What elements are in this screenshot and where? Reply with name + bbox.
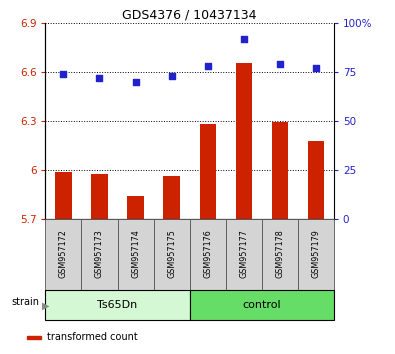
Bar [45,219,81,290]
Text: ▶: ▶ [42,300,50,310]
Bar [190,290,334,320]
Bar [199,124,216,219]
Bar [298,219,334,290]
Text: GSM957179: GSM957179 [311,229,320,278]
Bar [164,176,180,219]
Text: GSM957173: GSM957173 [95,229,104,278]
Point [276,62,283,67]
Bar [128,196,144,219]
Bar [81,219,118,290]
Text: transformed count: transformed count [47,332,137,342]
Point [168,73,175,79]
Point [205,63,211,69]
Text: GSM957172: GSM957172 [59,229,68,278]
Bar [154,219,190,290]
Bar [45,290,190,320]
Point [132,79,139,85]
Bar [91,175,107,219]
Bar [27,336,41,339]
Text: GSM957174: GSM957174 [131,229,140,278]
Title: GDS4376 / 10437134: GDS4376 / 10437134 [122,9,257,22]
Point [60,71,67,77]
Text: GSM957178: GSM957178 [275,229,284,278]
Text: strain: strain [11,297,40,307]
Bar [55,172,71,219]
Text: GSM957176: GSM957176 [203,229,212,278]
Text: Ts65Dn: Ts65Dn [98,300,137,310]
Text: GSM957177: GSM957177 [239,229,248,278]
Bar [235,63,252,219]
Bar [118,219,154,290]
Bar [308,141,324,219]
Bar [272,122,288,219]
Point [96,75,103,81]
Bar [190,219,226,290]
Point [241,36,247,41]
Text: control: control [243,300,281,310]
Bar [226,219,261,290]
Text: GSM957175: GSM957175 [167,229,176,278]
Bar [261,219,298,290]
Point [312,65,319,71]
